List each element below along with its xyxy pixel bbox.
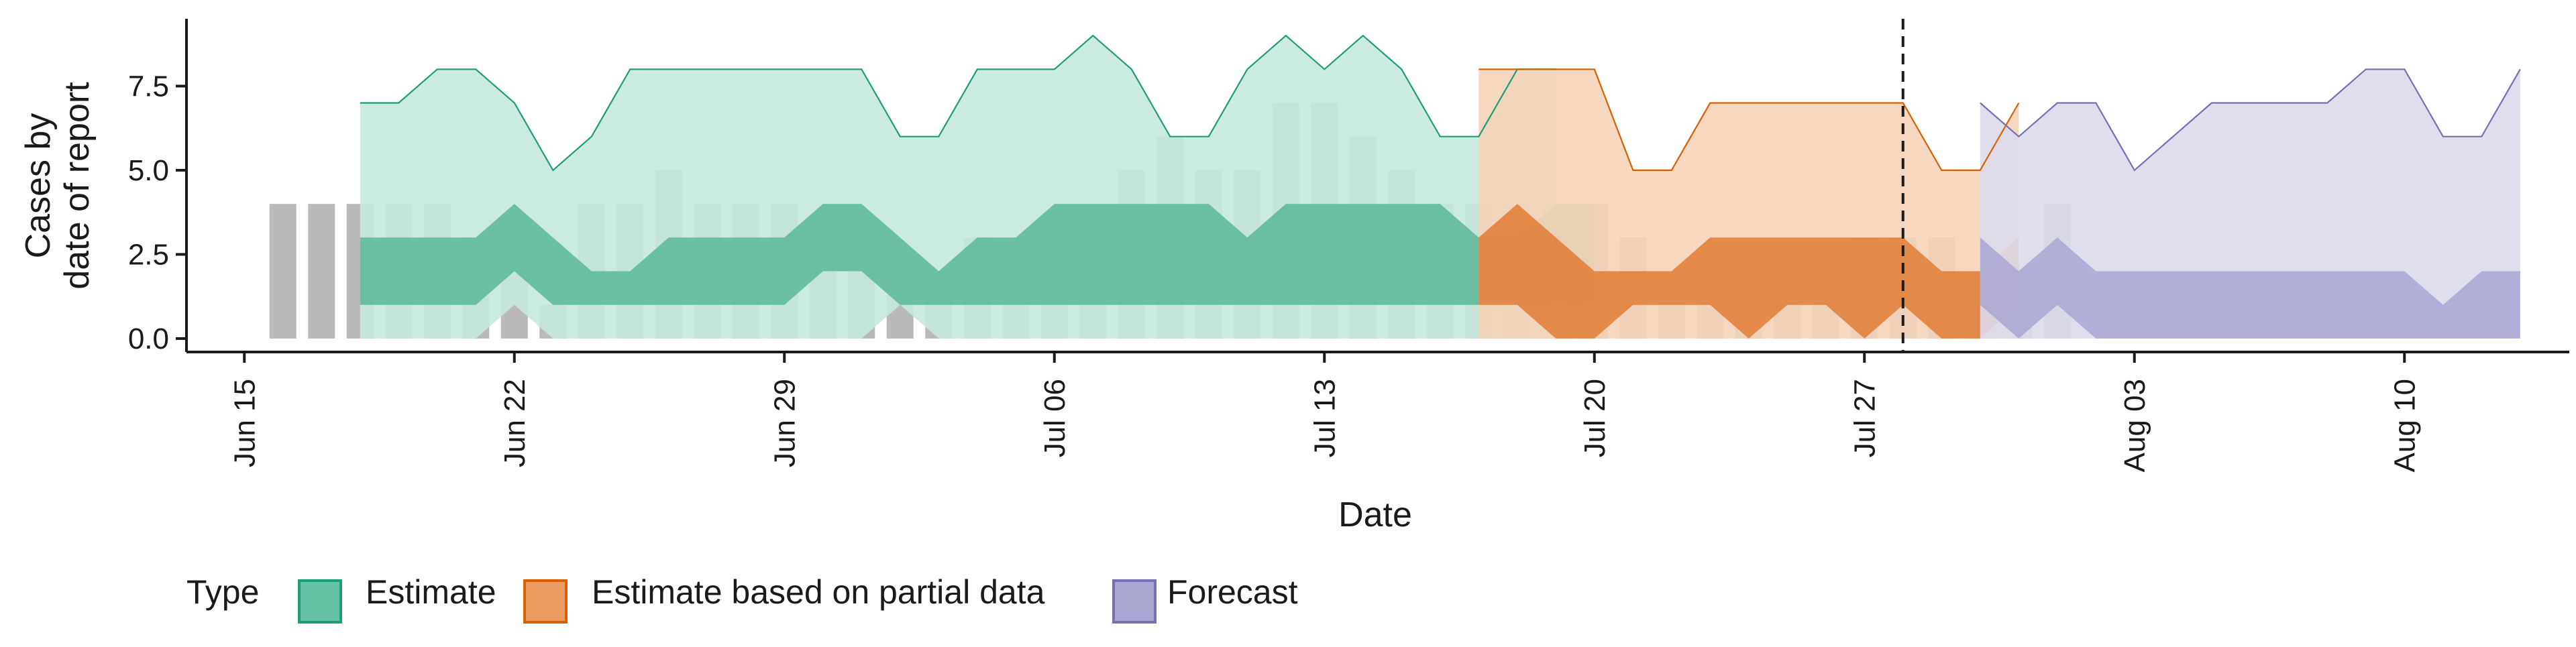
bands-layer	[360, 36, 2520, 339]
band-inner-partial	[1479, 204, 2019, 339]
legend: Type Estimate Estimate based on partial …	[186, 573, 1298, 624]
y-tick-label: 5.0	[128, 154, 169, 187]
legend-key-forecast	[1112, 579, 1157, 624]
legend-label-partial: Estimate based on partial data	[592, 573, 1045, 611]
x-axis-title: Date	[1338, 495, 1412, 534]
x-tick-label: Aug 10	[2388, 379, 2421, 472]
x-tick-label: Jul 27	[1848, 379, 1881, 457]
y-axis-title-line-1: Cases by	[19, 113, 58, 259]
x-tick-label: Jul 06	[1038, 379, 1071, 457]
y-axis-title: Cases by date of report	[19, 82, 97, 290]
legend-key-partial	[523, 579, 568, 624]
band-inner-estimate	[360, 204, 1595, 305]
legend-title: Type	[186, 573, 259, 611]
x-tick-label: Jun 15	[228, 379, 261, 467]
band-upper-line-estimate	[360, 34, 1556, 172]
legend-label-estimate: Estimate	[366, 573, 496, 611]
x-tick-label: Aug 03	[2118, 379, 2151, 472]
band-upper-line-partial	[1479, 68, 2020, 171]
y-tick-label: 7.5	[128, 70, 169, 103]
y-axis-title-line-2: date of report	[58, 82, 97, 290]
y-tick-label: 2.5	[128, 238, 169, 271]
x-tick-label: Jul 13	[1308, 379, 1341, 457]
x-tick-label: Jun 29	[768, 379, 801, 467]
legend-key-estimate	[298, 579, 342, 624]
y-tick-label: 0.0	[128, 322, 169, 355]
lines-layer	[360, 34, 2521, 172]
band-inner-forecast	[1980, 237, 2520, 339]
axes-layer: 0.0 2.5 5.0 7.5 Jun 15 Jun 22 Jun 29 Jul 06 Jul …	[128, 19, 2569, 472]
case-bar	[308, 204, 335, 339]
legend-label-forecast: Forecast	[1167, 573, 1298, 611]
band-upper-line-forecast	[1980, 68, 2521, 172]
x-tick-label: Jul 20	[1578, 379, 1611, 457]
x-tick-label: Jun 22	[498, 379, 531, 467]
case-bar	[269, 204, 297, 339]
